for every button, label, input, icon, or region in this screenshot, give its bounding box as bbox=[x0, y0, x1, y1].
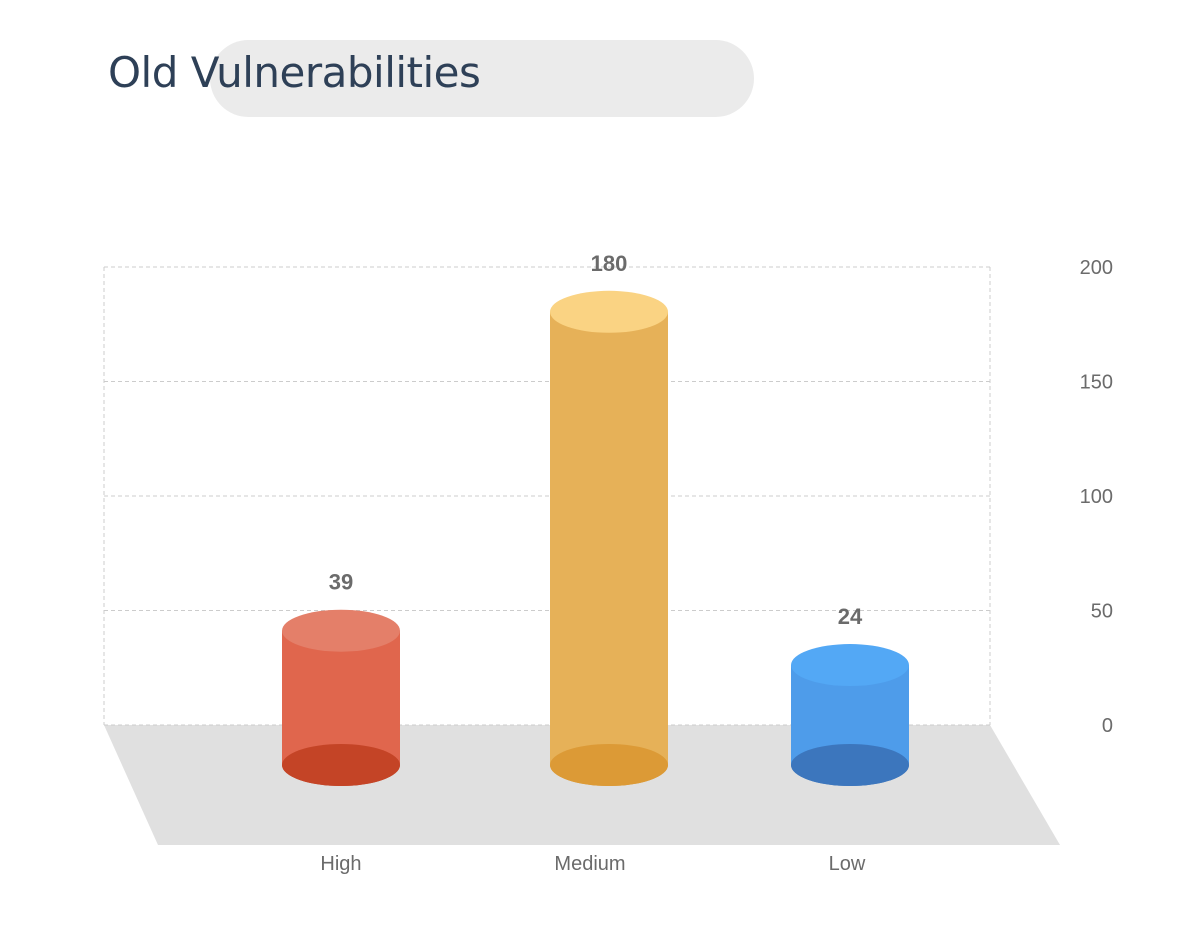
data-label: 39 bbox=[329, 570, 353, 595]
y-tick-label: 0 bbox=[1102, 715, 1113, 737]
bar-top bbox=[282, 609, 400, 652]
bar-top bbox=[550, 290, 668, 333]
bar-low bbox=[791, 644, 909, 786]
bar-top bbox=[791, 644, 909, 687]
bar-body bbox=[550, 311, 668, 765]
bar-body bbox=[282, 630, 400, 765]
x-category-label: Medium bbox=[554, 853, 625, 875]
bar-base-front bbox=[550, 744, 668, 786]
x-category-label: Low bbox=[829, 853, 866, 875]
x-category-label: High bbox=[320, 853, 361, 875]
y-tick-label: 150 bbox=[1080, 372, 1113, 394]
data-label: 24 bbox=[838, 604, 863, 629]
data-label: 180 bbox=[591, 251, 628, 276]
y-tick-label: 50 bbox=[1091, 601, 1113, 623]
bar-base-front bbox=[282, 744, 400, 786]
y-tick-label: 100 bbox=[1080, 486, 1113, 508]
bar-high bbox=[282, 609, 400, 786]
bar-base-front bbox=[791, 744, 909, 786]
bar-medium bbox=[550, 290, 668, 786]
chart-title: Old Vulnerabilities bbox=[108, 48, 481, 97]
title-pill bbox=[210, 40, 754, 117]
y-tick-label: 200 bbox=[1080, 257, 1113, 279]
